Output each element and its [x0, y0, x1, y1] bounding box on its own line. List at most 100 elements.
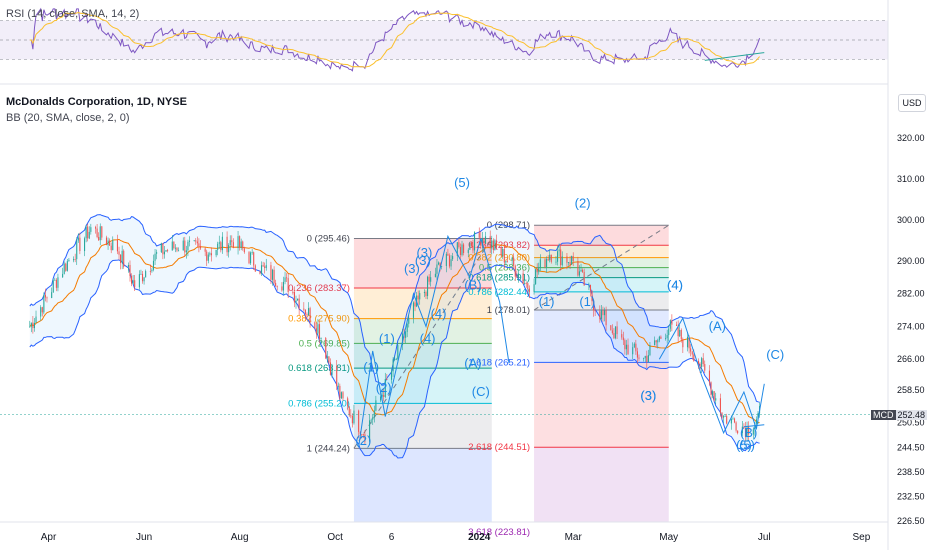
- wave-label: (1): [579, 294, 595, 309]
- candle-body: [298, 298, 300, 309]
- candle-body: [594, 310, 596, 312]
- candle-body: [295, 300, 297, 303]
- price-axis-tick-label: 300.00: [897, 215, 925, 225]
- candle-body: [273, 269, 275, 283]
- candle-body: [746, 426, 748, 438]
- wave-path-abc: [480, 238, 510, 364]
- fib2-level-label: 0.236 (293.82): [468, 240, 530, 251]
- candle-body: [362, 434, 364, 436]
- candle-body: [428, 276, 430, 282]
- candle-body: [633, 343, 635, 348]
- candle-body: [287, 278, 289, 292]
- fib2-level-label: 0.618 (285.91): [468, 273, 530, 284]
- candle-body: [556, 251, 559, 262]
- candle-body: [131, 275, 133, 284]
- candle-body: [719, 398, 721, 413]
- candle-body: [348, 406, 350, 416]
- candle-body: [500, 247, 502, 256]
- candle-body: [173, 241, 175, 249]
- candle-body: [394, 359, 396, 360]
- candle-body: [538, 268, 540, 273]
- candle-body: [583, 271, 585, 286]
- wave-label: (5): [454, 175, 470, 190]
- price-axis-tick-label: 258.50: [897, 385, 925, 395]
- candle-body: [621, 334, 623, 338]
- candle-body: [671, 320, 673, 325]
- time-axis-tick-label: Jun: [136, 532, 152, 543]
- time-axis-tick-label: Jul: [758, 532, 771, 543]
- candle-body: [98, 236, 100, 241]
- candle-body: [370, 419, 372, 421]
- candle-body: [524, 283, 526, 284]
- candle-body: [392, 359, 394, 372]
- candle-body: [450, 259, 452, 267]
- time-axis-tick-label: Sep: [852, 532, 870, 543]
- candle-body: [495, 240, 498, 248]
- candle-body: [237, 236, 239, 248]
- candle-body: [220, 242, 222, 251]
- candle-body: [381, 394, 383, 397]
- candle-body: [430, 277, 432, 282]
- candle-body: [577, 261, 579, 276]
- wave-label: (3): [404, 261, 420, 276]
- candle-body: [33, 322, 36, 329]
- candle-body: [752, 429, 754, 435]
- candle-body: [669, 320, 671, 329]
- candle-body: [84, 238, 86, 252]
- candle-body: [427, 276, 429, 297]
- candle-body: [270, 265, 272, 280]
- fib1-level-label: 0.786 (255.20): [288, 398, 350, 409]
- candle-body: [560, 249, 562, 266]
- candle-body: [337, 385, 339, 387]
- candle-body: [297, 298, 299, 301]
- candle-body: [514, 265, 516, 277]
- candle-body: [636, 351, 638, 358]
- candle-body: [35, 316, 37, 323]
- candle-body: [467, 249, 469, 253]
- candle-body: [185, 250, 187, 253]
- candle-body: [688, 336, 690, 349]
- candle-body: [741, 426, 743, 434]
- candle-body: [209, 253, 211, 255]
- candle-body: [282, 281, 285, 291]
- candle-body: [484, 236, 487, 244]
- currency-button[interactable]: USD: [898, 94, 926, 112]
- last-price-value: 252.48: [895, 409, 928, 420]
- candle-body: [85, 226, 87, 239]
- candle-body: [315, 328, 317, 334]
- candle-body: [231, 240, 233, 243]
- candle-body: [492, 240, 494, 251]
- price-axis-bg: [888, 0, 932, 550]
- fib1-zone: [353, 403, 492, 449]
- candle-body: [578, 271, 581, 276]
- price-axis-tick-label: 244.50: [897, 442, 925, 452]
- time-axis-tick-label: 6: [389, 532, 395, 543]
- candle-body: [373, 410, 375, 418]
- candle-body: [152, 260, 155, 270]
- candle-body: [198, 243, 200, 246]
- candle-body: [314, 322, 316, 329]
- candle-body: [441, 266, 443, 267]
- candle-body: [275, 282, 277, 287]
- bb-basis-line: [29, 238, 760, 424]
- candle-body: [123, 250, 125, 267]
- candle-body: [232, 242, 234, 248]
- candle-body: [406, 323, 408, 332]
- candle-body: [397, 345, 399, 359]
- candle-body: [52, 280, 54, 293]
- candle-body: [447, 253, 449, 256]
- candle-body: [286, 277, 288, 279]
- candle-body: [87, 226, 89, 239]
- candle-body: [665, 338, 667, 339]
- candle-body: [116, 239, 119, 252]
- wave-label: (2): [575, 196, 591, 211]
- candle-body: [195, 240, 197, 242]
- candle-body: [589, 284, 591, 291]
- candle-body: [405, 331, 407, 338]
- candle-body: [317, 324, 319, 334]
- candle-body: [525, 283, 527, 284]
- fib2-level-label: 0 (298.71): [487, 220, 530, 231]
- candle-body: [182, 240, 184, 251]
